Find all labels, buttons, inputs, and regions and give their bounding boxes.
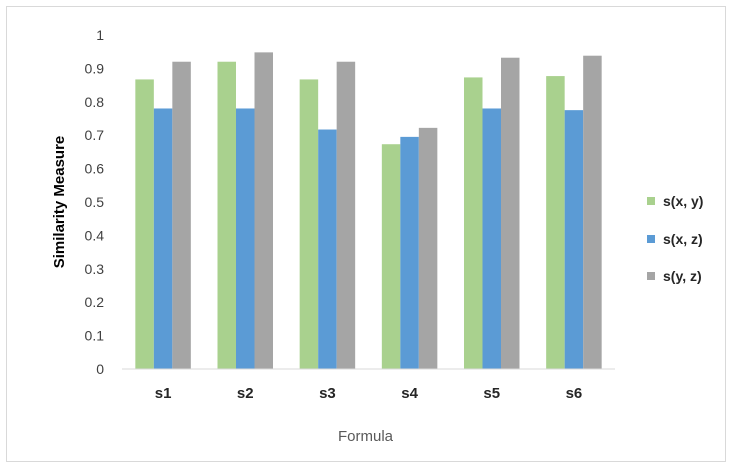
bar-s3-series-1 bbox=[299, 79, 319, 369]
y-tick-label: 0.2 bbox=[85, 294, 105, 310]
x-axis-categories: s1 s2 s3 s4 s5 s6 bbox=[155, 385, 583, 402]
bar-s3-series-3 bbox=[336, 61, 356, 369]
legend-swatch bbox=[647, 235, 655, 243]
bar-s6-series-1 bbox=[546, 76, 565, 369]
y-tick-label: 0.8 bbox=[85, 94, 105, 110]
y-tick-label: 0.6 bbox=[85, 161, 105, 177]
y-axis-title: Similarity Measure bbox=[51, 136, 68, 269]
legend-swatch bbox=[647, 272, 655, 280]
legend-swatch bbox=[647, 197, 655, 205]
legend-label: s(y, z) bbox=[663, 268, 702, 284]
bar-s5-series-1 bbox=[464, 77, 483, 369]
bar-s5-series-3 bbox=[501, 57, 520, 369]
bars-group bbox=[135, 52, 602, 370]
x-tick-label: s5 bbox=[483, 385, 500, 402]
x-tick-label: s4 bbox=[401, 385, 418, 402]
legend: s(x, y) s(x, z) s(y, z) bbox=[647, 193, 703, 284]
y-tick-label: 0.3 bbox=[85, 261, 105, 277]
y-tick-label: 0.5 bbox=[85, 194, 105, 210]
x-tick-label: s2 bbox=[237, 385, 254, 402]
bar-s1-series-3 bbox=[172, 61, 191, 369]
x-axis-title: Formula bbox=[338, 428, 394, 445]
y-tick-label: 0.7 bbox=[85, 127, 105, 143]
bar-s3-series-2 bbox=[318, 129, 337, 369]
bar-s5-series-2 bbox=[482, 108, 501, 369]
y-tick-label: 0.9 bbox=[85, 60, 105, 76]
bar-s6-series-3 bbox=[583, 55, 602, 369]
bar-s4-series-2 bbox=[400, 136, 419, 369]
bar-s1-series-2 bbox=[153, 108, 173, 369]
bar-s4-series-1 bbox=[381, 144, 401, 369]
legend-label: s(x, z) bbox=[663, 231, 703, 247]
y-tick-label: 1 bbox=[96, 27, 104, 43]
y-axis-ticks: 0 0.1 0.2 0.3 0.4 0.5 0.6 0.7 0.8 0.9 1 bbox=[85, 27, 105, 377]
x-tick-label: s1 bbox=[155, 385, 172, 402]
bar-s2-series-1 bbox=[217, 61, 236, 369]
bar-s2-series-3 bbox=[254, 52, 273, 369]
y-tick-label: 0.4 bbox=[85, 227, 105, 243]
x-tick-label: s3 bbox=[319, 385, 336, 402]
bar-s4-series-3 bbox=[418, 127, 438, 370]
x-tick-label: s6 bbox=[566, 385, 583, 402]
bar-s1-series-1 bbox=[135, 79, 154, 369]
bar-s2-series-2 bbox=[236, 108, 255, 369]
legend-label: s(x, y) bbox=[663, 193, 703, 209]
y-tick-label: 0 bbox=[96, 361, 104, 377]
chart-frame bbox=[6, 6, 726, 462]
y-tick-label: 0.1 bbox=[85, 328, 105, 344]
bar-s6-series-2 bbox=[564, 110, 584, 370]
